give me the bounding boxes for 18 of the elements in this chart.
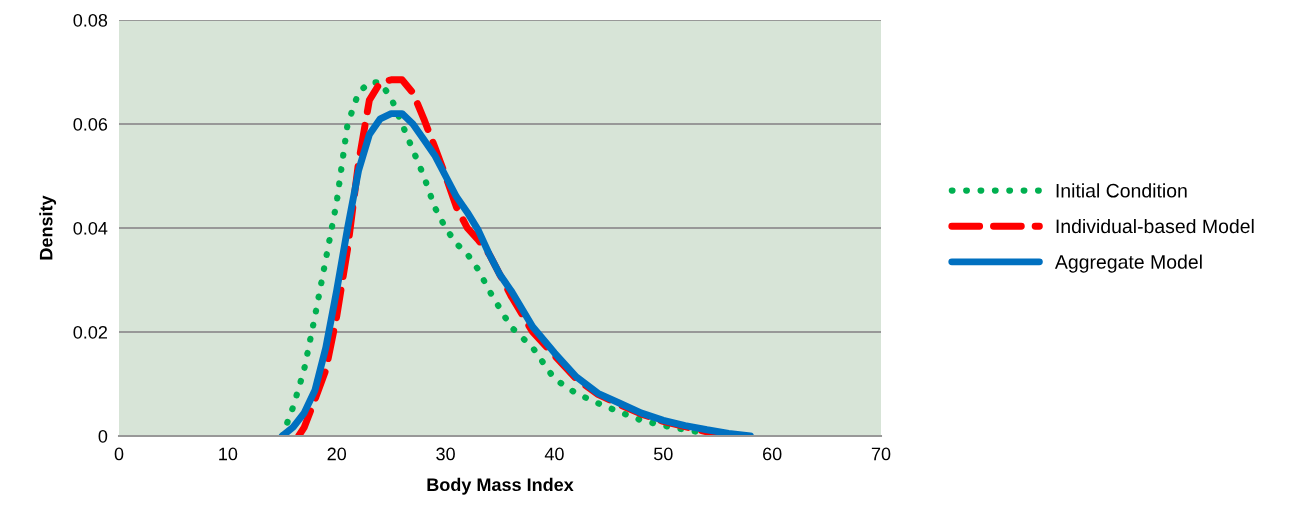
y-axis-title: Density <box>39 195 57 260</box>
x-tick-label: 30 <box>436 447 455 461</box>
y-tick-label: 0.06 <box>73 117 108 131</box>
x-tick-label: 70 <box>871 447 891 461</box>
y-tick-label: 0 <box>98 429 108 443</box>
y-tick-label: 0.04 <box>73 221 108 235</box>
x-tick-label: 10 <box>219 447 238 461</box>
x-tick-label: 40 <box>544 447 564 461</box>
legend-label: Aggregate Model <box>1054 254 1202 273</box>
x-tick-label: 50 <box>653 447 673 461</box>
legend-label: Initial Condition <box>1056 183 1187 198</box>
x-axis-title: Body Mass Index <box>427 477 574 495</box>
legend-label: Individual-based Model <box>1056 218 1254 234</box>
y-tick-label: 0.08 <box>73 13 108 27</box>
y-tick-label: 0.02 <box>73 325 107 339</box>
x-tick-label: 60 <box>763 447 782 461</box>
x-tick-label: 20 <box>327 447 347 461</box>
x-tick-label: 0 <box>114 447 124 461</box>
